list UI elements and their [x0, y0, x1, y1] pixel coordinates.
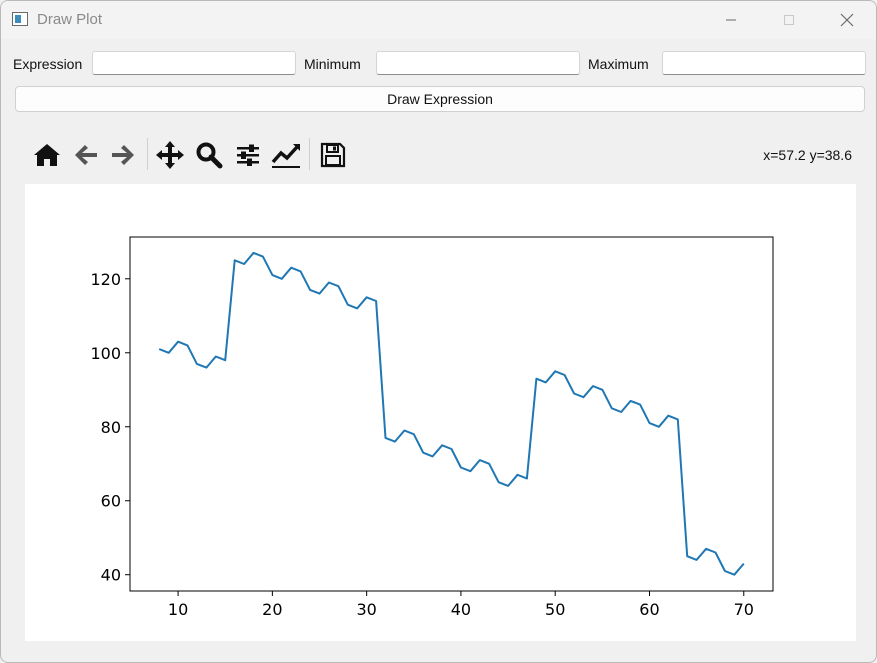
maximize-icon — [784, 15, 794, 25]
axes-frame — [129, 236, 774, 592]
expression-input[interactable] — [92, 51, 296, 75]
y-tick-label: 80 — [101, 418, 121, 437]
y-tick-label: 100 — [90, 344, 121, 363]
minimum-label: Minimum — [304, 56, 361, 72]
forward-arrow-icon[interactable] — [107, 139, 139, 171]
plot-canvas[interactable]: 10 20 30 40 50 60 70 40 60 80 100 120 — [25, 184, 856, 641]
y-tick-label: 40 — [101, 566, 121, 585]
y-tick-label: 120 — [90, 270, 121, 289]
back-arrow-icon[interactable] — [70, 139, 102, 171]
close-icon — [840, 13, 854, 27]
minimize-icon — [726, 19, 736, 21]
x-tick-label: 60 — [639, 600, 659, 619]
x-tick-label: 50 — [545, 600, 565, 619]
x-tick-label: 20 — [262, 600, 282, 619]
minimize-button[interactable] — [702, 1, 760, 39]
minimum-input[interactable] — [376, 51, 580, 75]
maximum-label: Maximum — [588, 56, 649, 72]
x-tick-label: 30 — [356, 600, 376, 619]
maximize-button[interactable] — [760, 1, 818, 39]
toolbar-separator — [309, 138, 310, 170]
title-bar: Draw Plot — [1, 1, 876, 39]
home-icon[interactable] — [31, 139, 63, 171]
expression-label: Expression — [13, 56, 83, 72]
line-chart: 10 20 30 40 50 60 70 40 60 80 100 120 — [90, 236, 774, 619]
cursor-coordinates: x=57.2 y=38.6 — [763, 147, 852, 163]
draw-expression-button[interactable]: Draw Expression — [15, 86, 865, 112]
app-icon — [12, 12, 28, 26]
maximum-input[interactable] — [662, 51, 866, 75]
pan-icon[interactable] — [154, 139, 186, 171]
save-icon[interactable] — [317, 139, 349, 171]
x-tick-label: 10 — [168, 600, 188, 619]
edit-axes-icon[interactable] — [270, 139, 302, 171]
x-tick-label: 70 — [734, 600, 754, 619]
window-title: Draw Plot — [37, 11, 103, 28]
series-line — [158, 251, 745, 576]
close-button[interactable] — [818, 1, 876, 39]
zoom-icon[interactable] — [193, 139, 225, 171]
subplots-config-icon[interactable] — [232, 139, 264, 171]
x-tick-label: 40 — [451, 600, 471, 619]
toolbar-separator — [147, 138, 148, 170]
y-tick-label: 60 — [101, 492, 121, 511]
